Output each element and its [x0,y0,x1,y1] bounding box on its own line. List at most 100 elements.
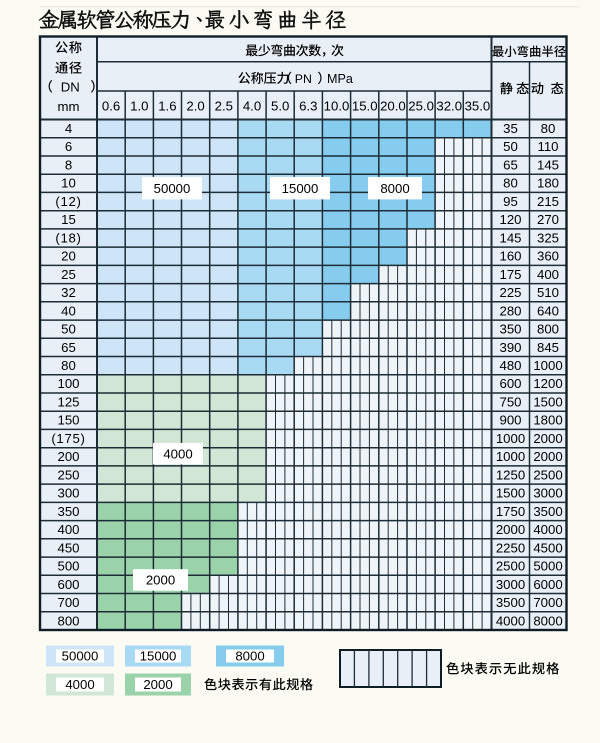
svg-text:50000: 50000 [62,649,99,664]
svg-text:2000: 2000 [533,449,562,464]
svg-text:1000: 1000 [496,449,525,464]
svg-text:(18): (18) [55,230,81,245]
svg-text:8: 8 [65,158,72,173]
svg-text:1000: 1000 [533,358,562,373]
svg-text:15.0: 15.0 [352,99,378,114]
svg-text:450: 450 [57,540,79,555]
svg-text:8000: 8000 [533,613,562,628]
svg-text:2250: 2250 [496,540,525,555]
svg-text:4000: 4000 [163,446,192,461]
svg-text:80: 80 [541,121,556,136]
svg-text:1.0: 1.0 [130,99,148,114]
svg-text:400: 400 [537,267,559,282]
svg-text:110: 110 [537,139,558,154]
svg-text:15000: 15000 [282,181,319,196]
svg-text:1.6: 1.6 [158,99,176,114]
svg-text:510: 510 [537,285,559,300]
svg-text:6.3: 6.3 [299,99,317,114]
svg-text:2500: 2500 [533,467,562,482]
svg-text:300: 300 [57,486,79,501]
svg-text:175: 175 [499,267,521,282]
svg-text:350: 350 [57,504,79,519]
svg-text:32.0: 32.0 [436,99,462,114]
svg-text:2000: 2000 [146,573,175,588]
svg-text:PN: PN [295,72,312,86]
svg-text:125: 125 [57,395,79,410]
svg-text:600: 600 [499,376,521,391]
svg-text:5000: 5000 [533,559,562,574]
svg-text:160: 160 [499,249,521,264]
svg-text:50: 50 [503,139,518,154]
svg-text:DN: DN [61,79,80,94]
svg-text:145: 145 [537,158,559,173]
svg-text:270: 270 [537,212,559,227]
svg-text:4000: 4000 [496,613,525,628]
svg-text:40: 40 [61,303,76,318]
svg-text:4: 4 [65,121,72,136]
svg-text:750: 750 [499,395,521,410]
svg-text:3000: 3000 [533,486,562,501]
svg-text:390: 390 [499,340,521,355]
svg-text:2.5: 2.5 [215,99,233,114]
svg-text:100: 100 [57,376,79,391]
svg-text:225: 225 [499,285,521,300]
svg-text:20: 20 [61,249,76,264]
svg-text:6: 6 [65,139,72,154]
svg-text:5.0: 5.0 [271,99,289,114]
svg-text:(12): (12) [55,194,81,209]
svg-text:80: 80 [503,176,518,191]
svg-text:2000: 2000 [496,522,525,537]
svg-text:3500: 3500 [496,595,525,610]
svg-text:1750: 1750 [496,504,525,519]
svg-text:7000: 7000 [533,595,562,610]
svg-text:480: 480 [499,358,521,373]
svg-text:6000: 6000 [533,577,562,592]
svg-text:4500: 4500 [533,540,562,555]
svg-text:845: 845 [537,340,559,355]
svg-text:15: 15 [61,212,76,227]
svg-text:2000: 2000 [533,431,562,446]
svg-text:1250: 1250 [496,467,525,482]
svg-text:mm: mm [58,99,80,114]
svg-text:10: 10 [61,176,76,191]
svg-text:800: 800 [57,613,79,628]
svg-text:640: 640 [537,303,559,318]
svg-text:200: 200 [57,449,79,464]
svg-text:10.0: 10.0 [324,99,350,114]
svg-text:800: 800 [537,322,559,337]
svg-text:65: 65 [503,158,518,173]
svg-text:150: 150 [57,413,79,428]
svg-text:1200: 1200 [533,376,562,391]
svg-text:32: 32 [61,285,76,300]
svg-text:8000: 8000 [235,649,264,664]
svg-text:95: 95 [503,194,518,209]
svg-text:1800: 1800 [533,413,562,428]
svg-text:400: 400 [57,522,79,537]
svg-text:25: 25 [61,267,76,282]
svg-text:2000: 2000 [143,677,172,692]
svg-text:215: 215 [537,194,559,209]
svg-text:20.0: 20.0 [380,99,406,114]
svg-text:80: 80 [61,358,76,373]
svg-text:2500: 2500 [496,559,525,574]
svg-text:1500: 1500 [496,486,525,501]
svg-text:50000: 50000 [154,181,191,196]
svg-text:500: 500 [57,559,79,574]
svg-text:180: 180 [537,176,559,191]
svg-text:35: 35 [503,121,518,136]
svg-text:3500: 3500 [533,504,562,519]
svg-text:325: 325 [537,230,559,245]
svg-text:15000: 15000 [140,649,177,664]
svg-text:360: 360 [537,249,559,264]
svg-text:25.0: 25.0 [408,99,434,114]
svg-text:145: 145 [499,230,521,245]
svg-text:1500: 1500 [533,395,562,410]
svg-text:50: 50 [61,322,76,337]
svg-text:350: 350 [499,322,521,337]
svg-text:250: 250 [57,467,79,482]
svg-text:700: 700 [57,595,79,610]
svg-text:4000: 4000 [533,522,562,537]
svg-text:3000: 3000 [496,577,525,592]
svg-text:MPa: MPa [327,72,353,86]
svg-text:4.0: 4.0 [243,99,261,114]
